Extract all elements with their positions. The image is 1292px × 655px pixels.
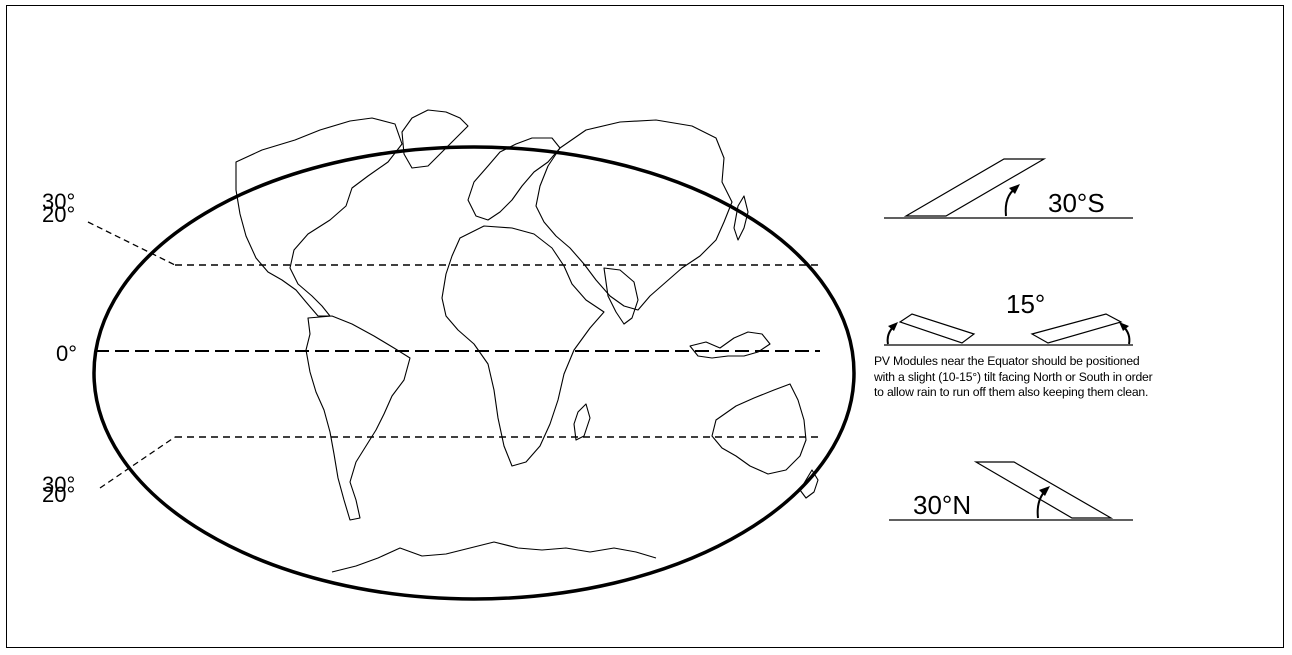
- tilt-diagram-south: 30°S: [884, 158, 1133, 219]
- europe-outline: [467, 137, 561, 221]
- note-line-3: to allow rain to run off them also keepi…: [874, 385, 1149, 399]
- tilt-arrowhead-south: [1009, 184, 1020, 194]
- pv-panel-south: [903, 158, 1047, 217]
- india-outline: [603, 267, 639, 325]
- latitude-leader-north: [87, 221, 176, 266]
- diagram-frame: [6, 5, 1284, 648]
- equator-tilt-note: PV Modules near the Equator should be po…: [874, 354, 1204, 401]
- greenland-outline: [401, 109, 469, 169]
- tilt-label-south: 30°S: [1048, 188, 1105, 218]
- tilt-label-equator: 15°: [1006, 289, 1045, 319]
- latitude-label-north-20: 20°: [42, 202, 75, 227]
- tilt-arrowhead-equator-left: [888, 322, 898, 331]
- antarctica-outline: [331, 541, 657, 573]
- tilt-diagram-equator: 15°: [884, 289, 1133, 346]
- latitude-label-south-20: 20°: [42, 482, 75, 507]
- note-line-1: PV Modules near the Equator should be po…: [874, 354, 1140, 368]
- new-zealand-outline: [799, 469, 819, 499]
- madagascar-outline: [573, 403, 591, 441]
- tilt-arrowhead-north: [1039, 486, 1050, 496]
- asia-outline: [535, 119, 733, 311]
- tilt-label-north: 30°N: [913, 490, 971, 520]
- tilt-diagram-north: 30°N: [889, 461, 1133, 521]
- north-america-outline: [235, 117, 403, 317]
- africa-outline: [441, 225, 605, 467]
- latitude-label-south-30: 30°: [42, 472, 75, 497]
- globe-outline: [92, 145, 856, 601]
- continents: [235, 109, 819, 573]
- note-line-2: with a slight (10-15°) tilt facing North…: [874, 369, 1153, 384]
- south-america-outline: [305, 315, 411, 521]
- latitude-label-equator: 0°: [56, 341, 77, 366]
- japan-outline: [733, 195, 749, 241]
- southeast-asia-islands-outline: [689, 331, 771, 359]
- pv-panel-equator-left: [898, 313, 976, 344]
- tilt-arrowhead-equator-right: [1119, 322, 1129, 331]
- australia-outline: [711, 383, 807, 475]
- latitude-leader-south: [99, 436, 176, 489]
- latitude-label-north-30: 30°: [42, 189, 75, 214]
- pv-panel-equator-right: [1030, 313, 1123, 344]
